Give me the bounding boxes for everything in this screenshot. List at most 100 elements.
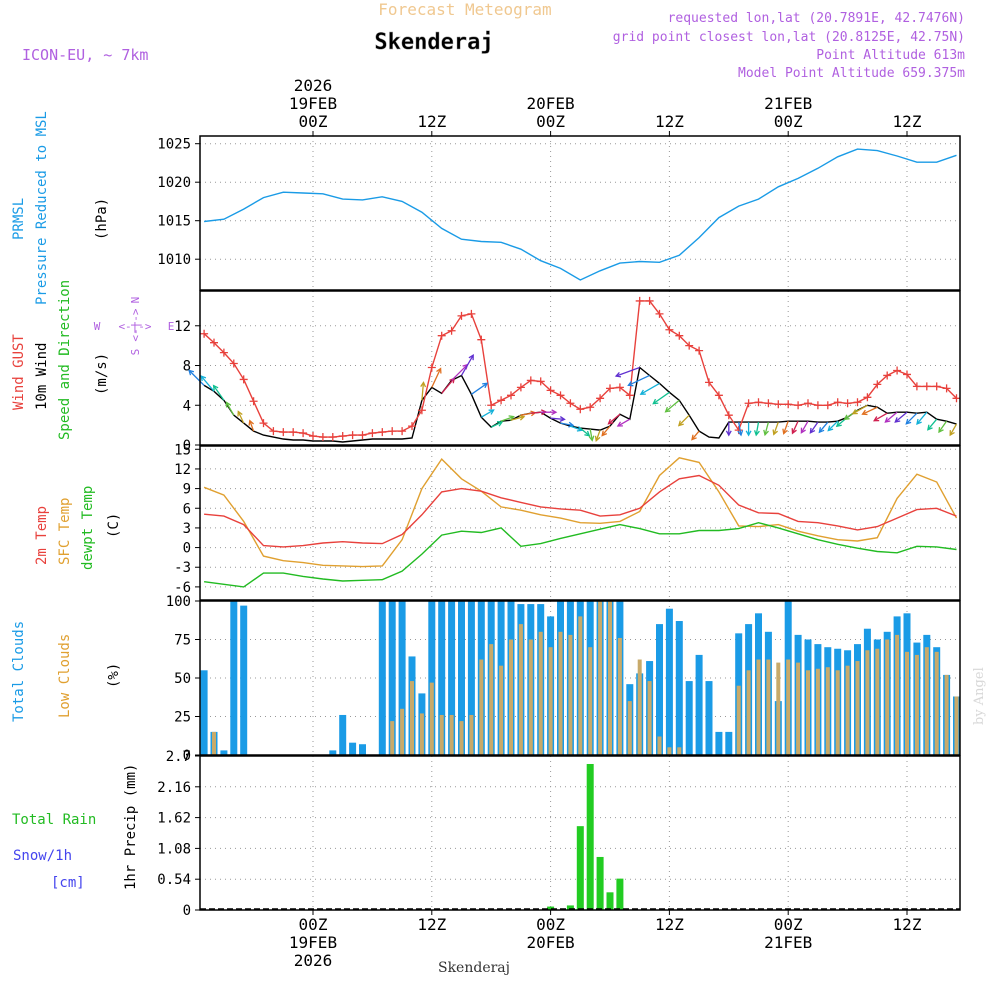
wind-arrow-head	[791, 428, 797, 435]
gust-marker	[358, 431, 367, 440]
rain-bar	[576, 826, 584, 910]
wind-arrow-head	[818, 427, 825, 434]
point-altitude: Point Altitude 613m	[816, 48, 965, 63]
wind-arrow-head	[745, 430, 752, 437]
gust-marker	[348, 431, 357, 440]
low-clouds-label: Low Clouds	[57, 634, 73, 718]
wind-arrow	[431, 368, 442, 388]
gust-marker	[922, 382, 931, 391]
y-tick-label: 100	[166, 594, 191, 610]
wind-arrow-head	[737, 430, 744, 437]
dewpt-label: dewpt Temp	[80, 486, 96, 570]
gust-marker	[516, 383, 525, 392]
y-tick-label: 1025	[157, 137, 191, 153]
gust-marker	[645, 296, 654, 305]
low-cloud-bar	[914, 654, 919, 755]
gust-marker	[497, 396, 506, 405]
total-cloud-bar	[329, 750, 337, 755]
gust-marker	[903, 370, 911, 379]
model-altitude: Model Point Altitude 659.375m	[738, 66, 965, 81]
gust-marker	[269, 427, 278, 436]
total-cloud-bar	[359, 744, 366, 755]
wind-arrow-head	[212, 384, 219, 391]
wind-arrow	[628, 374, 650, 386]
snow-unit-label: [cm]	[51, 875, 85, 891]
low-cloud-bar	[637, 659, 642, 755]
gust-marker	[299, 429, 308, 438]
low-cloud-bar	[875, 648, 880, 755]
wind-arrow	[938, 420, 948, 433]
gust-marker	[467, 309, 476, 318]
wind-arrow-head	[225, 401, 232, 408]
wind-arrow-head	[691, 434, 697, 441]
wind-arrow	[595, 429, 601, 441]
rain-bar	[596, 856, 604, 910]
wind-arrow-head	[782, 428, 788, 435]
wind-arrow-head	[237, 410, 243, 417]
panel-frame	[199, 445, 961, 601]
total-cloud-bar	[695, 654, 703, 755]
temperature-panel: -6 -3 0 3 6 9 12 15	[174, 442, 961, 601]
wind-arrow	[827, 420, 839, 432]
low-cloud-bar	[627, 701, 632, 755]
wind-arrow	[852, 404, 868, 415]
wind-arrow	[510, 416, 525, 421]
wind-arrow	[471, 382, 488, 395]
y-tick-label: 8	[183, 359, 191, 375]
low-cloud-bar	[895, 634, 900, 755]
wind-arrow	[791, 420, 799, 434]
low-cloud-bar	[617, 637, 622, 755]
wind-arrow	[460, 354, 474, 376]
gust-marker	[883, 371, 892, 380]
wind-arrow	[615, 366, 640, 377]
gust-marker	[309, 432, 317, 441]
top-tick-label: 00Z	[774, 112, 803, 131]
y-tick-label: 1.08	[157, 841, 191, 857]
top-tick-label: 2026	[294, 76, 333, 95]
y-tick-label: 12	[174, 319, 191, 335]
low-cloud-bar	[845, 665, 850, 755]
precip-unit-label: 1hr Precip (mm)	[123, 764, 139, 890]
precipitation-panel: 0 0.54 1.08 1.62 2.16 2.7	[157, 749, 961, 919]
bottom-tick-label: 00Z	[774, 915, 803, 934]
pressure-line	[204, 148, 957, 281]
gust-marker	[774, 400, 783, 409]
low-cloud-bar	[786, 659, 791, 755]
temp-2m-line	[204, 474, 957, 548]
wind-arrow-head	[508, 415, 515, 421]
gust-marker	[388, 427, 397, 436]
bottom-tick-label: 00Z	[536, 915, 565, 934]
wind-arrow	[773, 421, 779, 435]
gust-marker	[398, 427, 407, 436]
wind-arrow-head	[927, 424, 933, 431]
panel-frame	[199, 135, 961, 291]
low-cloud-bar	[667, 747, 672, 755]
bottom-tick-label: 20FEB	[527, 933, 575, 952]
wind-arrow	[249, 420, 255, 432]
rain-bar	[547, 906, 555, 910]
low-cloud-bar	[509, 639, 513, 755]
y-tick-label: 2.7	[166, 749, 191, 765]
low-cloud-bar	[499, 665, 504, 755]
gust-marker	[566, 399, 575, 408]
top-tick-label: 21FEB	[764, 94, 812, 113]
y-tick-label: 6	[183, 501, 191, 517]
gust-marker	[239, 375, 248, 384]
credit-watermark: by Angel	[972, 667, 987, 725]
y-tick-label: 2.16	[157, 780, 191, 796]
gust-marker	[635, 296, 644, 305]
wind-arrow	[665, 399, 680, 413]
low-cloud-bar	[835, 670, 840, 755]
total-cloud-bar	[200, 670, 208, 755]
wind-arrow-head	[677, 420, 684, 427]
gust-marker	[893, 366, 902, 375]
low-cloud-bar	[439, 714, 444, 755]
gust-marker	[665, 325, 674, 334]
wind-arrow-head	[584, 430, 591, 437]
low-cloud-bar	[538, 631, 543, 755]
total-cloud-bar	[388, 601, 396, 755]
wind-arrow	[601, 425, 611, 436]
gust-marker	[526, 376, 535, 385]
wind-arrow-head	[753, 430, 760, 437]
prmsl-label: PRMSL	[11, 198, 27, 240]
